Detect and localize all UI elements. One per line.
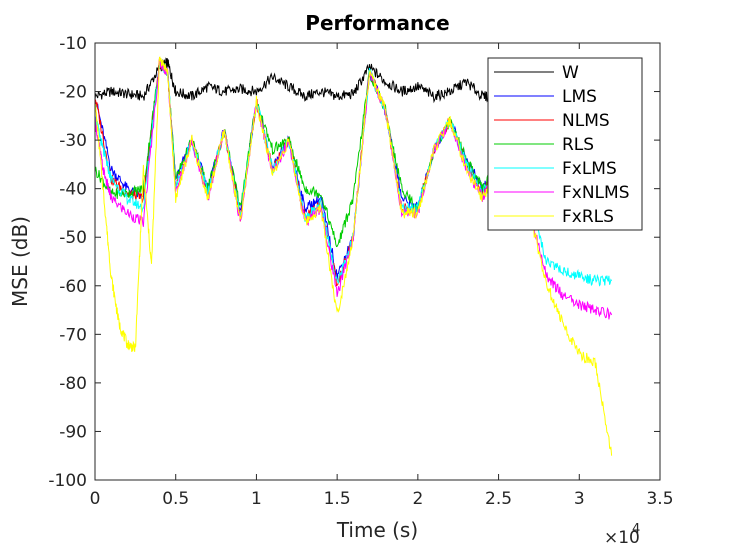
- x-tick-label: 2.5: [485, 489, 512, 509]
- chart-title: Performance: [305, 11, 449, 35]
- legend-item-fxnlms: FxNLMS: [494, 183, 630, 203]
- legend-item-w: W: [494, 63, 579, 83]
- y-tick-label: -60: [59, 277, 87, 297]
- y-axis-label: MSE (dB): [8, 216, 32, 307]
- y-tick-label: -90: [59, 422, 87, 442]
- legend-label: FxRLS: [562, 207, 614, 227]
- legend: W LMS NLMS RLS FxLMS FxNLMS FxRLS: [487, 57, 643, 231]
- legend-item-rls: RLS: [494, 135, 594, 155]
- x-tick-label: 2: [412, 489, 423, 509]
- y-tick-label: -100: [48, 471, 87, 491]
- x-axis: 0 0.5 1 1.5 2 2.5 3 3.5: [90, 43, 674, 509]
- x-tick-label: 3: [574, 489, 585, 509]
- legend-item-lms: LMS: [494, 87, 597, 107]
- legend-label: LMS: [562, 87, 597, 107]
- legend-label: W: [562, 63, 579, 83]
- x-exponent-power: 4: [632, 522, 640, 537]
- x-tick-label: 0: [90, 489, 101, 509]
- legend-label: FxNLMS: [562, 183, 630, 203]
- legend-label: FxLMS: [562, 159, 617, 179]
- y-tick-label: -30: [59, 131, 87, 151]
- y-tick-label: -40: [59, 180, 87, 200]
- x-tick-label: 0.5: [162, 489, 189, 509]
- x-exponent-base: ×10: [604, 528, 640, 547]
- x-axis-exponent: ×10 4: [604, 522, 640, 547]
- legend-label: RLS: [562, 135, 594, 155]
- x-tick-label: 1.5: [324, 489, 351, 509]
- y-tick-label: -50: [59, 228, 87, 248]
- y-tick-label: -10: [59, 34, 87, 54]
- legend-item-fxrls: FxRLS: [494, 207, 614, 227]
- y-tick-label: -70: [59, 325, 87, 345]
- legend-items: W LMS NLMS RLS FxLMS FxNLMS FxRLS: [494, 63, 630, 227]
- y-axis: -100 -90 -80 -70 -60 -50 -40 -30 -20 -10: [48, 34, 660, 491]
- legend-item-nlms: NLMS: [494, 111, 610, 131]
- x-tick-label: 3.5: [646, 489, 673, 509]
- y-tick-label: -80: [59, 374, 87, 394]
- plot-frame: [94, 42, 661, 481]
- x-axis-label: Time (s): [336, 518, 418, 542]
- legend-item-fxlms: FxLMS: [494, 159, 617, 179]
- y-tick-label: -20: [59, 83, 87, 103]
- x-tick-label: 1: [251, 489, 262, 509]
- legend-label: NLMS: [562, 111, 610, 131]
